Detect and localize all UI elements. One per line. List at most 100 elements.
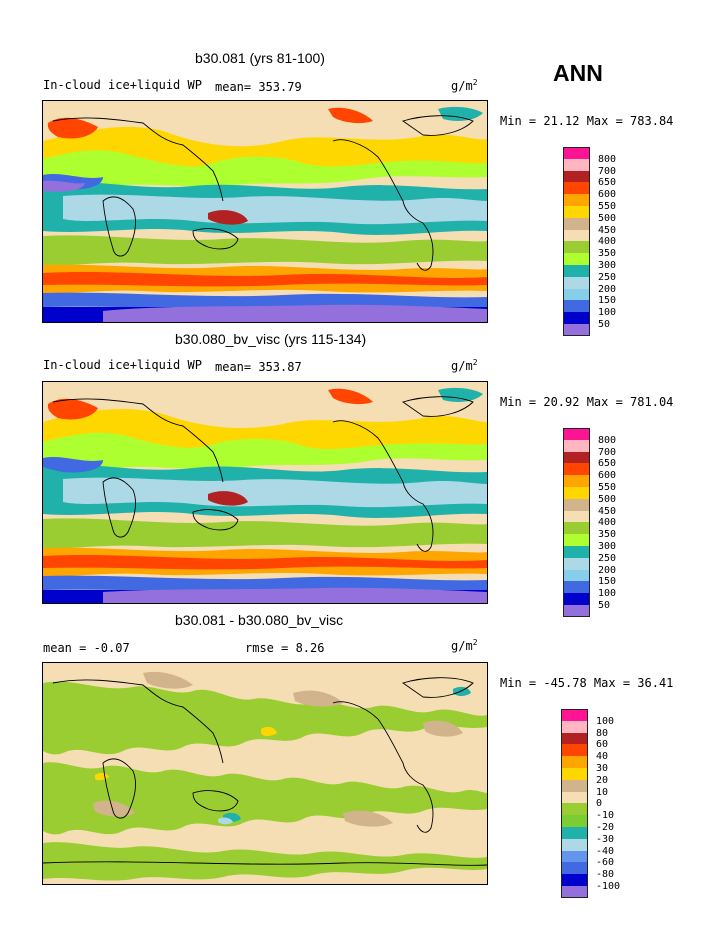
panel2-colorbar-label: 650 xyxy=(598,458,617,470)
panel2-colorbar-label: 500 xyxy=(598,493,617,505)
panel3-colorbar-swatch xyxy=(561,791,588,804)
panel2-map xyxy=(42,381,488,604)
panel2-colorbar: 800 700 650 600 550 500 450 400 350 300 … xyxy=(563,428,653,617)
panel1-colorbar-label: 400 xyxy=(598,236,617,248)
panel3-title: b30.081 - b30.080_bv_visc xyxy=(175,612,344,628)
panel1-colorbar-swatch xyxy=(563,170,590,183)
panel2-map-field xyxy=(43,382,487,603)
panel3-colorbar-swatch xyxy=(561,862,588,875)
panel2-colorbar-label: 100 xyxy=(598,588,617,600)
panel2-colorbar-label: 450 xyxy=(598,505,617,517)
panel3-colorbar-swatch xyxy=(561,709,588,721)
panel2-colorbar-swatch xyxy=(563,557,590,570)
panel2-colorbar-swatch xyxy=(563,498,590,511)
panel2-colorbar-swatch xyxy=(563,439,590,452)
panel2-colorbar-label: 700 xyxy=(598,446,617,458)
panel3-colorbar-label: -30 xyxy=(596,833,615,845)
panel2-colorbar-swatch xyxy=(563,486,590,499)
panel3-units: g/m2 xyxy=(451,638,478,653)
panel3-colorbar-label: 80 xyxy=(596,727,609,739)
panel1-colorbar-swatch xyxy=(563,182,590,195)
panel2-units: g/m2 xyxy=(451,358,478,373)
panel1-colorbar-label: 200 xyxy=(598,283,617,295)
panel2-colorbar-label: 400 xyxy=(598,517,617,529)
panel1-colorbar-swatch xyxy=(563,194,590,206)
panel2-colorbar-swatch xyxy=(563,510,590,523)
panel3-colorbar-swatch xyxy=(561,720,588,733)
panel3-colorbar-label: 20 xyxy=(596,774,609,786)
panel3-colorbar-swatch xyxy=(561,767,588,780)
panel1-units: g/m2 xyxy=(451,78,478,93)
panel2-colorbar-swatch xyxy=(563,604,590,617)
panel3-rmse: rmse = 8.26 xyxy=(245,641,325,655)
panel2-colorbar-swatch xyxy=(563,451,590,464)
panel1-colorbar-swatch xyxy=(563,276,590,289)
panel1-colorbar: 800 700 650 600 550 500 450 400 350 300 … xyxy=(563,147,653,336)
panel1-colorbar-label: 650 xyxy=(598,177,617,189)
panel2-colorbar-label: 250 xyxy=(598,552,617,564)
panel2-colorbar-swatch xyxy=(563,534,590,546)
panel3-colorbar-label: -10 xyxy=(596,810,615,822)
panel3-colorbar-swatch xyxy=(561,779,588,792)
panel1-mean: mean= 353.79 xyxy=(215,80,302,94)
panel2-colorbar-label: 800 xyxy=(598,434,617,446)
panel1-colorbar-label: 800 xyxy=(598,153,617,165)
panel2-minmax: Min = 20.92 Max = 781.04 xyxy=(500,395,674,409)
panel1-colorbar-swatch xyxy=(563,288,590,301)
panel2-colorbar-label: 350 xyxy=(598,529,617,541)
panel2-colorbar-label: 50 xyxy=(598,599,611,611)
panel3-map xyxy=(42,662,488,885)
panel3-colorbar-label: 60 xyxy=(596,739,609,751)
panel1-colorbar-swatch xyxy=(563,229,590,242)
panel3-colorbar-swatch xyxy=(561,885,588,898)
panel1-colorbar-swatch xyxy=(563,205,590,218)
panel3-colorbar-label: 10 xyxy=(596,786,609,798)
panel2-colorbar-swatch xyxy=(563,463,590,476)
panel3-colorbar-label: 30 xyxy=(596,762,609,774)
panel3-colorbar-label: -20 xyxy=(596,821,615,833)
panel2-colorbar-label: 550 xyxy=(598,481,617,493)
panel1-colorbar-label: 700 xyxy=(598,165,617,177)
panel1-colorbar-label: 250 xyxy=(598,271,617,283)
panel1-colorbar-label: 500 xyxy=(598,212,617,224)
panel1-colorbar-label: 450 xyxy=(598,224,617,236)
panel1-colorbar-swatch xyxy=(563,158,590,171)
panel1-colorbar-swatch xyxy=(563,323,590,336)
panel3-minmax: Min = -45.78 Max = 36.41 xyxy=(500,676,674,690)
panel1-colorbar-label: 300 xyxy=(598,259,617,271)
panel2-colorbar-swatch xyxy=(563,522,590,535)
panel1-colorbar-swatch xyxy=(563,147,590,159)
panel3-colorbar-swatch xyxy=(561,756,588,768)
panel2-colorbar-swatch xyxy=(563,475,590,487)
panel3-colorbar-label: -80 xyxy=(596,869,615,881)
panel1-colorbar-label: 350 xyxy=(598,248,617,260)
panel2-variable-label: In-cloud ice+liquid WP xyxy=(43,358,202,372)
panel2-colorbar-label: 200 xyxy=(598,564,617,576)
panel2-colorbar-swatch xyxy=(563,428,590,440)
panel2-colorbar-label: 300 xyxy=(598,540,617,552)
panel3-colorbar-label: -100 xyxy=(596,880,621,892)
panel3-colorbar-label: -60 xyxy=(596,857,615,869)
panel1-minmax: Min = 21.12 Max = 783.84 xyxy=(500,114,674,128)
panel3-colorbar-label: -40 xyxy=(596,845,615,857)
panel3-colorbar-swatch xyxy=(561,744,588,757)
panel3-colorbar-label: 0 xyxy=(596,798,603,810)
panel1-variable-label: In-cloud ice+liquid WP xyxy=(43,78,202,92)
season-label: ANN xyxy=(553,60,603,86)
panel2-mean: mean= 353.87 xyxy=(215,360,302,374)
panel3-colorbar-label: 100 xyxy=(596,715,615,727)
panel3-colorbar-swatch xyxy=(561,815,588,827)
panel1-map xyxy=(42,100,488,323)
panel2-colorbar-label: 150 xyxy=(598,576,617,588)
panel3-colorbar: 100 80 60 40 30 20 10 0 -10 -20 -30 -40 … xyxy=(561,709,651,898)
panel1-colorbar-label: 50 xyxy=(598,318,611,330)
panel1-colorbar-label: 150 xyxy=(598,295,617,307)
panel3-colorbar-swatch xyxy=(561,874,588,886)
panel3-colorbar-swatch xyxy=(561,732,588,745)
panel2-colorbar-swatch xyxy=(563,593,590,605)
panel1-colorbar-label: 550 xyxy=(598,200,617,212)
panel3-colorbar-swatch xyxy=(561,803,588,816)
panel1-colorbar-swatch xyxy=(563,253,590,265)
panel2-colorbar-swatch xyxy=(563,581,590,594)
panel3-colorbar-swatch xyxy=(561,838,588,851)
